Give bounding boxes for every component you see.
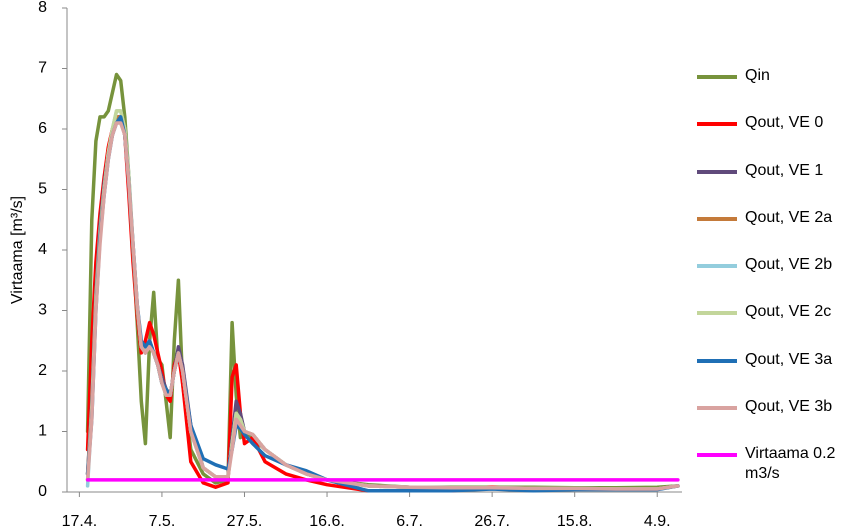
legend-label: Qout, VE 3a	[745, 350, 833, 368]
legend-swatch	[697, 75, 737, 79]
series-line	[85, 121, 680, 491]
y-tick-label: 4	[38, 241, 47, 258]
legend-label: Qout, VE 2b	[745, 256, 833, 274]
legend-entry: Qout, VE 2a	[697, 208, 853, 255]
legend-entry: Virtaama 0.2 m3/s	[697, 444, 853, 491]
legend-swatch	[697, 264, 737, 269]
legend-label: Qout, VE 2c	[745, 303, 832, 321]
legend-swatch	[697, 453, 737, 458]
legend-label: Qin	[745, 67, 770, 84]
legend-entry: Qout, VE 3b	[697, 397, 853, 444]
y-tick-label: 0	[38, 483, 47, 500]
legend-label: Qout, VE 1	[745, 161, 824, 179]
y-tick-label: 8	[38, 0, 47, 16]
legend-label: Qout, VE 3b	[745, 398, 833, 416]
legend-entry: Qout, VE 0	[697, 113, 853, 160]
series-line	[85, 72, 680, 490]
x-tick-label: 26.7.	[474, 513, 510, 530]
legend-swatch	[697, 216, 737, 221]
legend-label: Virtaama 0.2 m3/s	[745, 445, 836, 483]
x-tick-label: 27.5.	[227, 513, 263, 530]
legend-entry: Qout, VE 2b	[697, 255, 853, 302]
y-tick-label: 6	[38, 120, 47, 137]
y-tick-label: 1	[38, 423, 47, 440]
x-tick-label: 17.4.	[62, 513, 98, 530]
y-tick-label: 3	[38, 302, 47, 319]
legend-entry: Qout, VE 3a	[697, 350, 853, 397]
x-tick-label: 7.5.	[149, 513, 176, 530]
y-tick-label: 5	[38, 181, 47, 198]
legend-entry: Qin	[697, 66, 853, 113]
y-tick-label: 7	[38, 60, 47, 77]
x-tick-label: 6.7.	[396, 513, 423, 530]
legend-entry: Qout, VE 1	[697, 161, 853, 208]
legend: Qin Qout, VE 0 Qout, VE 1 Qout, VE 2a Qout, …	[697, 66, 853, 492]
legend-swatch	[697, 406, 737, 411]
x-tick-label: 4.9.	[644, 513, 671, 530]
y-axis-label: Virtaama [m³/s]	[9, 196, 26, 304]
legend-entry: Qout, VE 2c	[697, 302, 853, 349]
legend-label: Qout, VE 0	[745, 114, 824, 132]
y-tick-label: 2	[38, 362, 47, 379]
legend-swatch	[697, 358, 737, 363]
legend-swatch	[697, 169, 737, 174]
legend-swatch	[697, 122, 737, 127]
x-tick-label: 15.8.	[557, 513, 593, 530]
x-tick-label: 16.6.	[309, 513, 345, 530]
legend-swatch	[697, 311, 737, 316]
legend-label: Qout, VE 2a	[745, 208, 833, 226]
